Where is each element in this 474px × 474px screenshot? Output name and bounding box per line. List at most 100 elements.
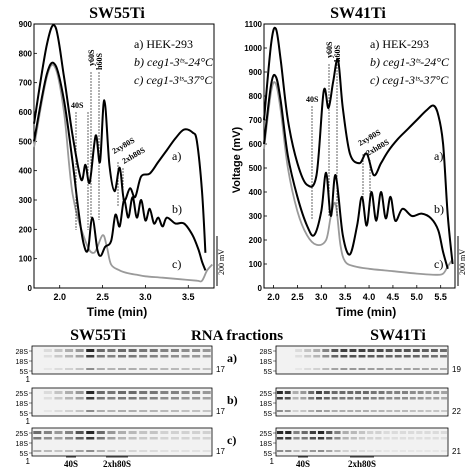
gel-band-18s [399, 437, 407, 440]
gel-band-5s [202, 450, 211, 452]
gel-band-5s [323, 410, 330, 412]
gel-band-18s [117, 397, 127, 400]
gel-band-18s [304, 355, 312, 358]
gel-band-18s [160, 437, 169, 440]
gel-band-18s [117, 437, 127, 440]
gel-band-18s [43, 355, 52, 358]
gel-title-right: SW41Ti [370, 327, 426, 344]
gel-band-28s [308, 391, 315, 394]
gel-first-fraction: 1 [26, 457, 31, 466]
gel-band-18s [86, 437, 95, 440]
x-tick-labels: 2.0 2.5 3.0 3.5 [53, 292, 194, 302]
gel-band-28s [149, 431, 158, 434]
gel-band-18s [43, 397, 52, 400]
y-tick-label: 0 [28, 284, 33, 293]
gel-band-28s [160, 349, 169, 352]
trace-label-b: b) [172, 202, 182, 216]
gel-band-5s [139, 368, 148, 370]
gel-band-5s [403, 368, 411, 370]
gel-band-18s [149, 437, 158, 440]
gel-band-5s [117, 368, 127, 370]
gel-band-5s [440, 450, 448, 452]
x-tick-label: 5.0 [411, 292, 424, 302]
scale-bar: 200 mV [457, 236, 467, 286]
gel-band-28s [192, 349, 201, 352]
gel-band-18s [192, 397, 201, 400]
gel-band-28s [433, 391, 440, 394]
gel-band-18s [323, 397, 330, 400]
gel-band-5s [75, 450, 84, 452]
x-tick-label: 2.0 [267, 292, 280, 302]
gel-band-18s [331, 355, 339, 358]
gel-band-5s [96, 368, 105, 370]
gel-band-18s [293, 437, 300, 440]
gel-band-18s [378, 397, 385, 400]
annotation-h60s: h60S [333, 45, 342, 62]
gel-band-28s [367, 349, 375, 352]
gel-band-5s [170, 410, 179, 412]
gel-band-28s [43, 391, 52, 394]
gel-band-18s [326, 437, 333, 440]
gel-band-28s [276, 431, 284, 434]
series-line-a [263, 26, 454, 265]
gel-band-28s [117, 431, 127, 434]
gel-band-28s [317, 431, 325, 434]
x-tick-label: 3.5 [182, 292, 195, 302]
gel-band-28s [376, 349, 384, 352]
gel-band-18s [362, 397, 369, 400]
gel-band-28s [440, 349, 447, 352]
gel-size-label: 5S [19, 411, 28, 418]
gel-band-5s [181, 450, 190, 452]
gel-band-28s [96, 349, 105, 352]
gel-band-28s [149, 391, 158, 394]
gel-size-label: 5S [19, 451, 28, 458]
gel-band-5s [293, 450, 300, 452]
gel-size-label: 18S [16, 441, 29, 448]
legend-item-a: a) HEK-293 [134, 37, 193, 51]
gel-size-label: 18S [260, 359, 273, 366]
gel-panel [275, 387, 449, 417]
gel-band-28s [139, 431, 148, 434]
y-tick-label: 400 [249, 188, 263, 197]
gel-band-5s [399, 450, 407, 452]
gel-band-5s [54, 410, 63, 412]
gel-band-5s [300, 410, 307, 412]
gel-last-fraction: 17 [216, 365, 225, 374]
gel-band-5s [301, 450, 308, 452]
gel-band-18s [301, 437, 308, 440]
y-tick-label: 1000 [244, 44, 262, 53]
gel-band-5s [284, 410, 291, 412]
gel-band-5s [170, 368, 179, 370]
x-tick-label: 5.5 [434, 292, 447, 302]
row-label-a: a) [227, 351, 237, 365]
gel-band-28s [86, 349, 95, 352]
gel-band-28s [378, 391, 385, 394]
gel-band-18s [128, 355, 137, 358]
x-tick-label: 3.5 [339, 292, 352, 302]
marker-40s: 40S [64, 459, 78, 469]
gel-band-28s [149, 349, 158, 352]
gel-band-5s [339, 410, 346, 412]
gel-band-5s [408, 450, 415, 452]
gel-band-18s [334, 437, 341, 440]
chart-sw41ti: SW41Ti 0 100 200 300 400 500 600 700 800 900 1000 1… [231, 5, 467, 319]
gel-band-28s [394, 391, 401, 394]
gel-band-5s [391, 450, 398, 452]
gel-band-28s [367, 431, 374, 434]
x-axis-label: Time (min) [336, 305, 396, 319]
gel-band-28s [160, 431, 169, 434]
gel-band-18s [276, 437, 284, 440]
y-tick-label: 300 [249, 212, 263, 221]
gel-band-18s [54, 397, 63, 400]
gel-band-5s [350, 450, 357, 452]
gel-band-18s [417, 397, 424, 400]
gel-band-28s [340, 349, 348, 352]
legend-item-c: c) ceg1-3ᵗˢ-37°C [370, 73, 449, 87]
annotation-y60s: y60S [87, 49, 96, 66]
gel-band-18s [33, 437, 42, 440]
gel-band-18s [416, 437, 423, 440]
gel-band-5s [386, 410, 393, 412]
gel-band-5s [160, 450, 169, 452]
gel-band-18s [440, 437, 448, 440]
